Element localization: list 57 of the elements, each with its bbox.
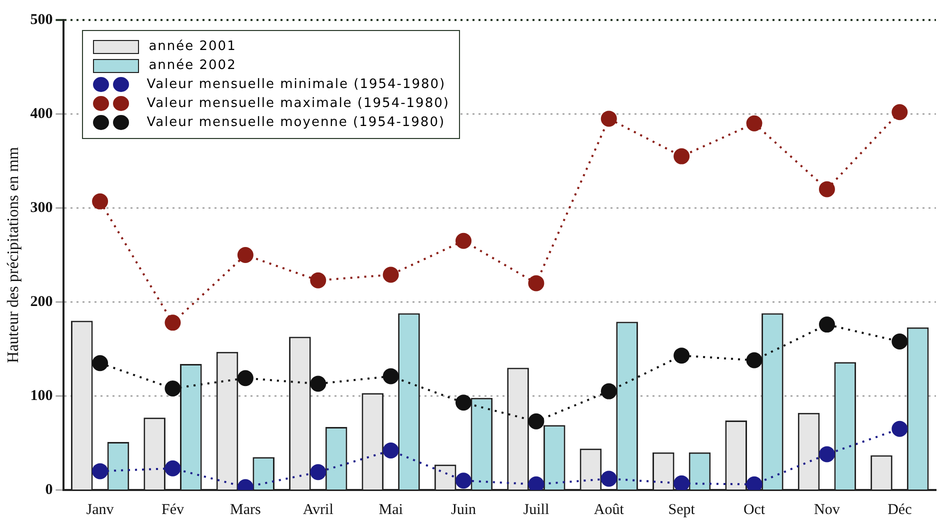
x-tick-label: Août [594, 502, 625, 518]
x-tick-label: Nov [814, 502, 840, 518]
point [456, 472, 472, 489]
x-tick-label: Avril [302, 502, 334, 518]
point [237, 370, 254, 386]
y-tick-label: 0 [45, 482, 53, 498]
point [456, 232, 472, 249]
point [382, 368, 399, 384]
point [892, 420, 908, 437]
point [382, 442, 399, 459]
legend-label: Valeur mensuelle minimale (1954-1980) [146, 77, 446, 92]
x-tick-label: Juin [450, 502, 476, 518]
y-tick-label: 400 [30, 106, 53, 122]
legend-label: Valeur mensuelle maximale (1954-1980) [146, 96, 450, 111]
point [164, 380, 181, 396]
point [164, 460, 181, 476]
point [600, 110, 617, 127]
point [92, 463, 108, 480]
point [528, 275, 544, 292]
point [528, 413, 544, 430]
legend-label: Valeur mensuelle moyenne (1954-1980) [146, 115, 446, 130]
point [892, 104, 908, 120]
point [674, 475, 690, 490]
y-tick-label: 500 [30, 12, 53, 28]
point [746, 115, 762, 132]
point [92, 193, 108, 210]
point [892, 333, 908, 350]
y-tick-label: 300 [30, 200, 53, 216]
point [310, 464, 326, 480]
x-tick-label: Fév [161, 502, 184, 518]
point [674, 348, 690, 364]
x-tick-label: Mai [378, 502, 403, 518]
point [310, 272, 326, 288]
y-axis-title: Hauteur des précipitations en mm [4, 146, 22, 363]
point [164, 314, 181, 331]
x-tick-label: Mars [230, 502, 262, 518]
point [237, 247, 254, 263]
x-tick-label: Janv [86, 502, 114, 518]
point [818, 316, 835, 333]
legend-label: année 2001 [148, 39, 236, 54]
point [818, 446, 835, 462]
point [674, 148, 690, 164]
point [746, 352, 762, 368]
point [456, 394, 472, 411]
y-tick-label: 200 [30, 294, 53, 310]
point [818, 181, 835, 198]
x-tick-label: Sept [668, 502, 696, 518]
legend-label: année 2002 [148, 58, 236, 73]
x-tick-label: Oct [743, 502, 766, 518]
y-tick-label: 100 [30, 388, 53, 404]
point [600, 383, 617, 400]
point [600, 470, 617, 487]
point [92, 355, 108, 372]
x-tick-label: Déc [888, 502, 912, 518]
point [382, 266, 399, 283]
point [310, 376, 326, 392]
x-tick-label: Juill [523, 502, 550, 518]
